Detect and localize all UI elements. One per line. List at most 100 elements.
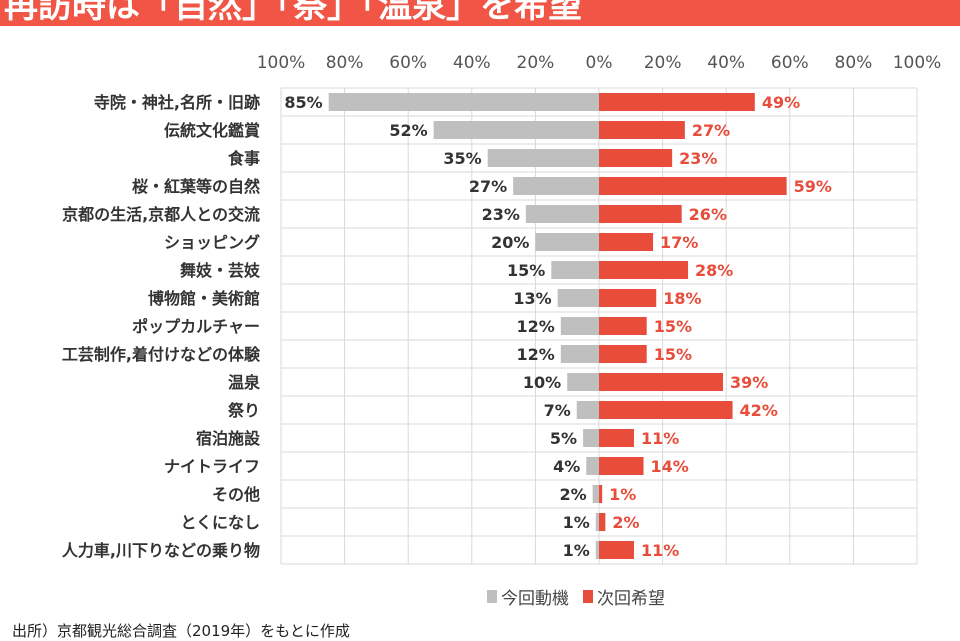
bar-current [328,93,599,111]
category-label: ショッピング [164,233,260,252]
legend-item-next: 次回希望 [583,584,665,609]
bar-next [599,401,733,419]
data-label-current: 5% [550,429,577,448]
data-label-next: 15% [654,345,692,364]
category-label: その他 [212,485,260,504]
data-label-next: 1% [609,485,636,504]
data-label-current: 7% [544,401,571,420]
x-tick-label: 60% [771,53,809,73]
bar-current [560,317,599,335]
data-label-next: 42% [740,401,778,420]
data-label-next: 11% [641,541,679,560]
category-label: 京都の生活,京都人との交流 [62,205,260,224]
bar-current [433,121,599,139]
bar-next [599,457,644,475]
category-label: 寺院・神社,名所・旧跡 [94,93,260,112]
data-label-current: 4% [553,457,580,476]
bar-next [599,345,647,363]
category-label: 人力車,川下りなどの乗り物 [62,541,260,560]
bar-current [560,345,599,363]
data-label-current: 1% [563,513,590,532]
data-label-current: 20% [491,233,529,252]
data-label-next: 27% [692,121,730,140]
data-label-next: 15% [654,317,692,336]
data-label-next: 49% [762,93,800,112]
data-label-next: 11% [641,429,679,448]
data-label-current: 35% [443,149,481,168]
category-label: 桜・紅葉等の自然 [132,177,260,196]
x-tick-label: 20% [644,53,682,73]
bar-current [586,457,599,475]
legend-label: 今回動機 [501,589,569,609]
x-tick-label: 20% [517,53,555,73]
legend-swatch-next [583,590,593,603]
x-tick-label: 40% [453,53,491,73]
bar-next [599,261,689,279]
legend-item-current: 今回動機 [487,584,569,609]
bar-current [551,261,599,279]
bar-next [599,541,634,559]
category-label: 伝統文化鑑賞 [164,121,260,140]
bar-current [513,177,599,195]
bar-current [583,429,599,447]
bar-next [599,149,673,167]
data-label-next: 18% [663,289,701,308]
x-tick-label: 60% [389,53,427,73]
bar-next [599,121,685,139]
bar-next [599,289,657,307]
x-tick-label: 80% [326,53,364,73]
data-label-current: 85% [284,93,322,112]
bar-next [599,373,724,391]
data-label-current: 23% [482,205,520,224]
data-label-next: 39% [730,373,768,392]
data-label-current: 1% [563,541,590,560]
bar-next [599,233,654,251]
title-bar: 再訪時は「自然」「祭」「温泉」を希望 [0,0,960,26]
data-label-current: 15% [507,261,545,280]
bar-current [595,541,599,559]
legend-label: 次回希望 [597,589,665,609]
bar-next [599,429,634,447]
bar-current [595,513,599,531]
category-label: 食事 [227,149,260,168]
data-label-next: 17% [660,233,698,252]
bar-next [599,205,682,223]
x-tick-label: 0% [586,53,613,73]
category-label: 宿泊施設 [196,429,261,448]
data-label-next: 2% [612,513,639,532]
legend-swatch-current [487,590,497,603]
category-label: とくになし [180,513,260,532]
category-label: ナイトライフ [164,457,260,476]
data-label-current: 52% [389,121,427,140]
data-label-current: 2% [559,485,586,504]
x-tick-label: 40% [707,53,745,73]
bar-next [599,93,755,111]
x-tick-label: 100% [257,53,306,73]
data-label-current: 12% [517,345,555,364]
bar-current [487,149,599,167]
bar-current [592,485,599,503]
data-label-current: 10% [523,373,561,392]
data-label-next: 23% [679,149,717,168]
source-note: 出所）京都観光総合調査（2019年）をもとに作成 [12,622,350,640]
butterfly-chart: 100% 80% 60% 40% 20% 0% 20% 40% 60% 80% 100% 寺院・神社,… [62,53,942,565]
data-label-current: 27% [469,177,507,196]
category-label: ポップカルチャー [132,317,260,336]
category-label: 温泉 [227,373,261,392]
data-label-next: 59% [794,177,832,196]
bar-current [535,233,599,251]
data-label-current: 12% [517,317,555,336]
bar-next [599,177,787,195]
bar-next [599,317,647,335]
legend: 今回動機 次回希望 [487,584,665,609]
x-tick-label: 100% [893,53,942,73]
x-tick-label: 80% [835,53,873,73]
category-label: 祭り [227,401,260,420]
bar-current [557,289,599,307]
bar-current [567,373,599,391]
category-label: 博物館・美術館 [148,289,260,308]
chart-title: 再訪時は「自然」「祭」「温泉」を希望 [4,0,582,26]
bar-current [576,401,599,419]
category-label: 舞妓・芸妓 [180,261,261,280]
data-label-next: 14% [651,457,689,476]
